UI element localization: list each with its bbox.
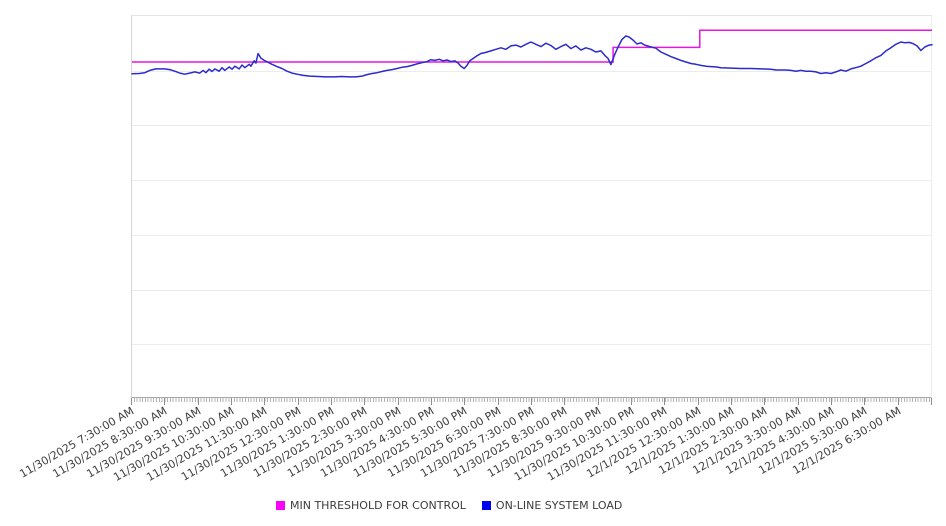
- x-axis-major-tick: [464, 398, 466, 405]
- x-axis-major-tick: [497, 398, 499, 405]
- x-axis-major-tick: [864, 398, 866, 405]
- x-axis-major-tick: [364, 398, 366, 405]
- gridline: [132, 234, 931, 236]
- gridline: [132, 344, 931, 346]
- x-axis-major-tick: [264, 398, 266, 405]
- x-axis-major-tick: [431, 398, 432, 405]
- x-axis-major-tick: [331, 398, 332, 405]
- x-axis-major-tick: [897, 398, 899, 405]
- legend-item-threshold: MIN THRESHOLD FOR CONTROL: [276, 499, 466, 512]
- legend-label-load: ON-LINE SYSTEM LOAD: [495, 498, 623, 512]
- gridline: [132, 125, 931, 127]
- x-axis-major-tick: [697, 398, 699, 405]
- min-threshold-line: [132, 29, 932, 63]
- x-axis-major-tick: [764, 398, 766, 405]
- x-axis-major-tick: [664, 398, 666, 405]
- x-axis-major-tick: [797, 398, 799, 405]
- x-axis-major-tick: [564, 398, 566, 405]
- gridline: [132, 289, 931, 291]
- plot-area: [131, 15, 933, 398]
- series-svg: [131, 29, 933, 78]
- x-axis-major-tick: [731, 398, 732, 405]
- legend-item-load: ON-LINE SYSTEM LOAD: [481, 498, 623, 512]
- legend-label-threshold: MIN THRESHOLD FOR CONTROL: [290, 498, 466, 512]
- x-axis-major-tick: [131, 398, 132, 405]
- x-axis-major-tick: [531, 398, 532, 405]
- legend: MIN THRESHOLD FOR CONTROL ON-LINE SYSTEM…: [276, 498, 622, 512]
- gridline: [132, 180, 931, 182]
- x-axis-major-tick: [197, 398, 199, 405]
- x-axis-major-tick: [297, 398, 299, 405]
- gridline: [132, 70, 931, 72]
- x-axis-major-tick: [164, 398, 166, 405]
- x-axis-major-tick: [831, 398, 832, 405]
- legend-swatch-load-icon: [481, 500, 491, 510]
- x-axis-major-tick: [397, 398, 399, 405]
- legend-swatch-threshold-icon: [276, 500, 285, 510]
- x-axis-major-tick: [631, 398, 632, 405]
- x-axis-major-tick: [231, 398, 232, 405]
- x-axis-major-tick: [931, 398, 932, 405]
- system-load-line: [131, 35, 933, 78]
- x-axis-major-tick: [597, 398, 599, 405]
